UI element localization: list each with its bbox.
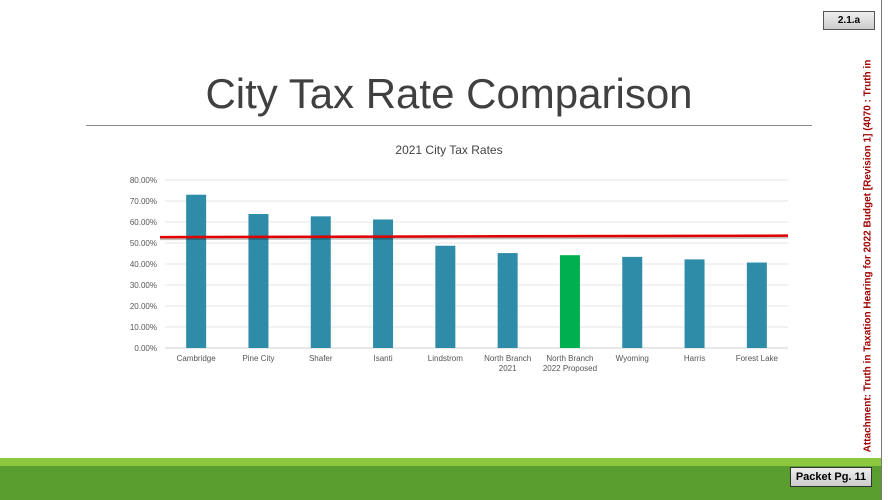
slide-title: City Tax Rate Comparison [205,70,693,117]
bar-shafer [310,216,331,348]
reference-line [159,234,789,239]
y-tick-label: 60.00% [130,218,157,227]
x-tick-label: Pine City [242,354,274,363]
x-tick-label: Wyoming [616,354,649,363]
y-tick-label: 50.00% [130,239,157,248]
chart-title: 2021 City Tax Rates [395,143,503,157]
bar-lindstrom [435,245,456,348]
bar-isanti [373,219,394,348]
y-tick-label: 10.00% [130,323,157,332]
x-tick-label: Cambridge [177,354,217,363]
y-tick-label: 0.00% [134,344,157,353]
x-tick-label: Isanti [373,354,392,363]
bar-pine-city [248,214,269,348]
y-tick-label: 80.00% [130,176,157,185]
y-tick-label: 20.00% [130,302,157,311]
title-divider [86,125,812,126]
bar-north-branch-2021 [497,253,518,348]
x-tick-label: 2022 Proposed [543,364,597,373]
bar-cambridge [186,194,207,348]
footer-band [0,466,881,500]
y-tick-label: 70.00% [130,197,157,206]
bar-forest-lake [746,262,767,348]
x-tick-label: Shafer [309,354,333,363]
y-tick-label: 40.00% [130,260,157,269]
attachment-side-note: Attachment: Truth in Taxation Hearing fo… [862,59,874,453]
footer-stripe [0,458,881,466]
x-tick-label: Lindstrom [428,354,463,363]
packet-page-badge: Packet Pg. 11 [790,467,872,487]
bar-wyoming [622,256,643,348]
x-tick-label: Forest Lake [736,354,779,363]
x-tick-label: North Branch [484,354,531,363]
y-tick-label: 30.00% [130,281,157,290]
reference-line-shadow [159,235,789,241]
x-tick-label: North Branch [546,354,593,363]
right-margin [881,0,888,500]
x-tick-label: 2021 [499,364,517,373]
bar-north-branch-2022-proposed [559,255,580,348]
x-tick-label: Harris [684,354,705,363]
bar-harris [684,259,705,348]
attachment-badge: 2.1.a [823,11,875,30]
